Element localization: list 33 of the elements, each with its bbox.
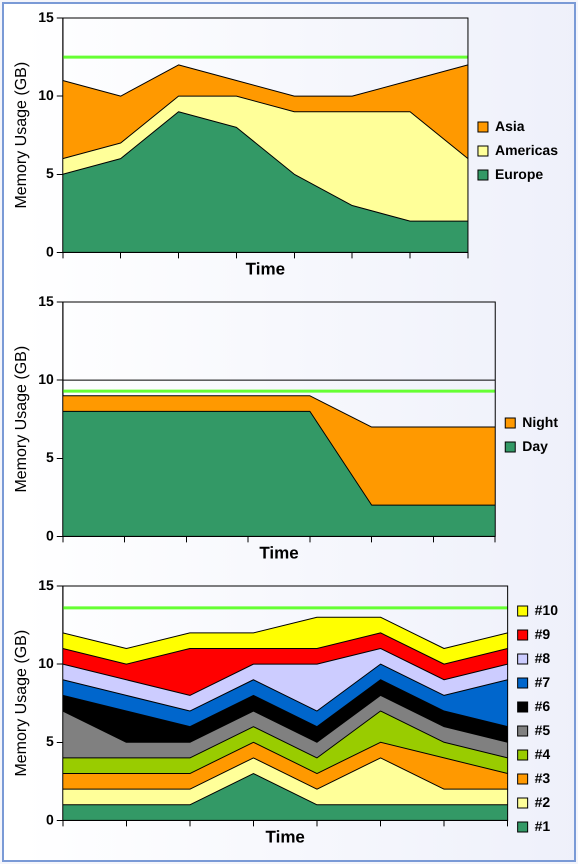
- legend-label: Americas: [494, 142, 558, 158]
- x-axis-title: Time: [259, 543, 299, 562]
- y-axis-title: Memory Usage (GB): [13, 62, 30, 209]
- y-tick-label: 10: [38, 86, 54, 103]
- x-axis-title: Time: [246, 259, 286, 278]
- y-tick-label: 5: [46, 733, 54, 750]
- legend-label: #7: [534, 674, 550, 690]
- y-axis-title: Memory Usage (GB): [13, 630, 30, 777]
- y-tick-label: 15: [38, 576, 54, 593]
- y-tick-label: 15: [38, 8, 54, 25]
- y-axis-title: Memory Usage (GB): [13, 346, 30, 493]
- legend-label: #5: [534, 722, 550, 738]
- legend-label: #2: [534, 794, 550, 810]
- legend-label: #9: [534, 626, 550, 642]
- y-tick-label: 0: [46, 811, 54, 828]
- legend-label: Europe: [494, 166, 544, 182]
- legend-label: #1: [534, 818, 550, 834]
- legend-label: #4: [534, 746, 550, 762]
- legend-label: Day: [522, 438, 548, 454]
- y-tick-label: 0: [46, 243, 54, 260]
- y-tick-label: 10: [38, 654, 54, 671]
- legend-label: Night: [522, 414, 558, 430]
- y-tick-label: 0: [46, 527, 54, 544]
- legend-label: #6: [534, 698, 550, 714]
- y-tick-label: 15: [38, 292, 54, 309]
- y-tick-label: 10: [38, 370, 54, 387]
- legend-label: Asia: [494, 118, 525, 134]
- y-tick-label: 5: [46, 165, 54, 182]
- x-axis-title: Time: [266, 827, 305, 846]
- y-tick-label: 5: [46, 449, 54, 466]
- legend-label: #3: [534, 770, 550, 786]
- legend-label: #10: [534, 602, 558, 618]
- legend-label: #8: [534, 650, 550, 666]
